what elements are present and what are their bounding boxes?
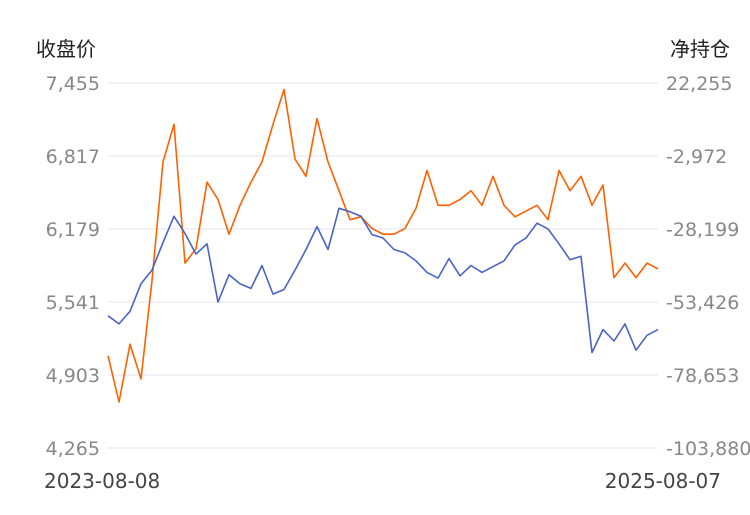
left-tick-label: 6,179 [46, 219, 100, 241]
left-tick-label: 4,903 [46, 365, 100, 387]
left-tick-label: 5,541 [46, 292, 100, 314]
left-tick-label: 4,265 [46, 438, 100, 460]
right-tick-label: -78,653 [666, 365, 739, 387]
right-tick-label: -53,426 [666, 292, 739, 314]
left-axis-title: 收盘价 [36, 37, 96, 61]
close-price-line [107, 207, 659, 354]
net-position-line [107, 88, 659, 403]
right-axis-ticks: 22,255 -2,972 -28,199 -53,426 -78,653 -103,88… [666, 73, 750, 460]
right-axis-title: 净持仓 [670, 37, 730, 61]
left-axis-ticks: 7,455 6,817 6,179 5,541 4,903 4,265 [46, 73, 100, 460]
right-tick-label: -28,199 [666, 219, 739, 241]
x-end-date: 2025-08-07 [605, 469, 721, 493]
right-tick-label: -103,880 [666, 438, 750, 460]
left-tick-label: 7,455 [46, 73, 100, 95]
gridlines [108, 82, 658, 449]
right-tick-label: -2,972 [666, 146, 727, 168]
left-tick-label: 6,817 [46, 146, 100, 168]
right-tick-label: 22,255 [666, 73, 732, 95]
x-start-date: 2023-08-08 [44, 469, 160, 493]
series-layer [107, 88, 659, 403]
